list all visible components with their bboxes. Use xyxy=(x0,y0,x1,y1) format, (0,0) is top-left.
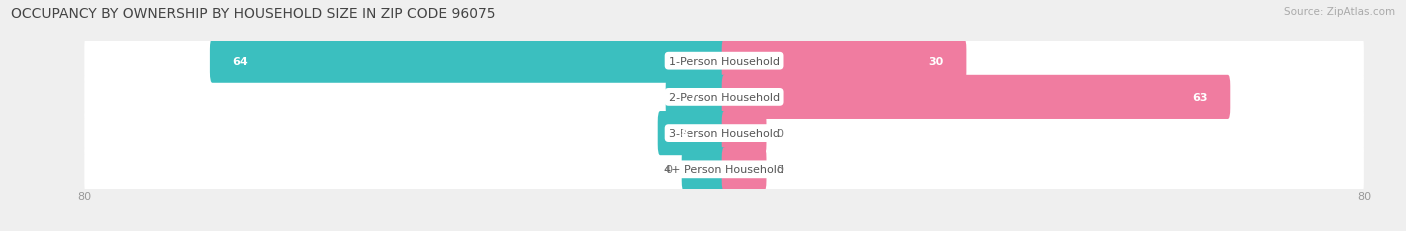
FancyBboxPatch shape xyxy=(721,76,1230,119)
FancyBboxPatch shape xyxy=(84,109,1364,158)
FancyBboxPatch shape xyxy=(721,148,766,191)
FancyBboxPatch shape xyxy=(721,40,966,83)
Text: 0: 0 xyxy=(776,128,783,139)
Text: 30: 30 xyxy=(929,56,943,66)
FancyBboxPatch shape xyxy=(682,148,727,191)
Text: 0: 0 xyxy=(665,165,672,175)
Text: 0: 0 xyxy=(776,165,783,175)
FancyBboxPatch shape xyxy=(84,37,1364,86)
Text: 4+ Person Household: 4+ Person Household xyxy=(664,165,785,175)
Text: 64: 64 xyxy=(232,56,247,66)
Text: 2-Person Household: 2-Person Household xyxy=(668,92,780,103)
Text: OCCUPANCY BY OWNERSHIP BY HOUSEHOLD SIZE IN ZIP CODE 96075: OCCUPANCY BY OWNERSHIP BY HOUSEHOLD SIZE… xyxy=(11,7,496,21)
FancyBboxPatch shape xyxy=(721,112,766,155)
Text: 63: 63 xyxy=(1192,92,1208,103)
FancyBboxPatch shape xyxy=(209,40,727,83)
FancyBboxPatch shape xyxy=(665,76,727,119)
Text: 1-Person Household: 1-Person Household xyxy=(669,56,779,66)
Text: Source: ZipAtlas.com: Source: ZipAtlas.com xyxy=(1284,7,1395,17)
Text: 8: 8 xyxy=(681,128,688,139)
FancyBboxPatch shape xyxy=(84,145,1364,194)
FancyBboxPatch shape xyxy=(84,73,1364,122)
Text: 3-Person Household: 3-Person Household xyxy=(669,128,779,139)
FancyBboxPatch shape xyxy=(658,112,727,155)
Text: 7: 7 xyxy=(688,92,696,103)
